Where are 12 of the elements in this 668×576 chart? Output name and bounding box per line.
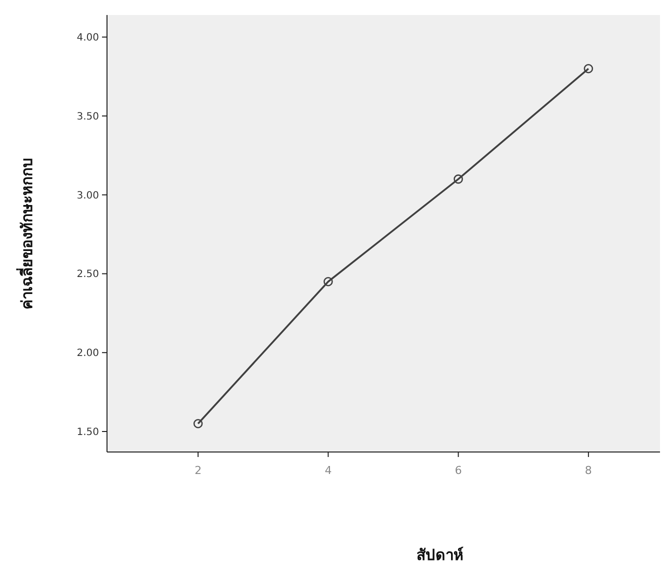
y-tick-label: 1.50 bbox=[76, 427, 99, 438]
x-tick-label: 2 bbox=[194, 464, 202, 477]
x-axis-title: สัปดาห์ bbox=[416, 546, 464, 564]
y-tick-label: 4.00 bbox=[76, 32, 99, 44]
y-axis-title: ค่าเฉลี่ยของทักษะหกกบ bbox=[18, 158, 36, 310]
y-tick-label: 3.50 bbox=[76, 111, 99, 122]
x-tick-label: 8 bbox=[584, 464, 592, 477]
y-tick-label: 2.00 bbox=[76, 348, 99, 360]
x-tick-label: 4 bbox=[324, 464, 332, 477]
x-tick-label: 6 bbox=[454, 464, 462, 477]
y-tick-label: 2.50 bbox=[76, 269, 99, 280]
y-tick-label: 3.00 bbox=[76, 190, 99, 202]
